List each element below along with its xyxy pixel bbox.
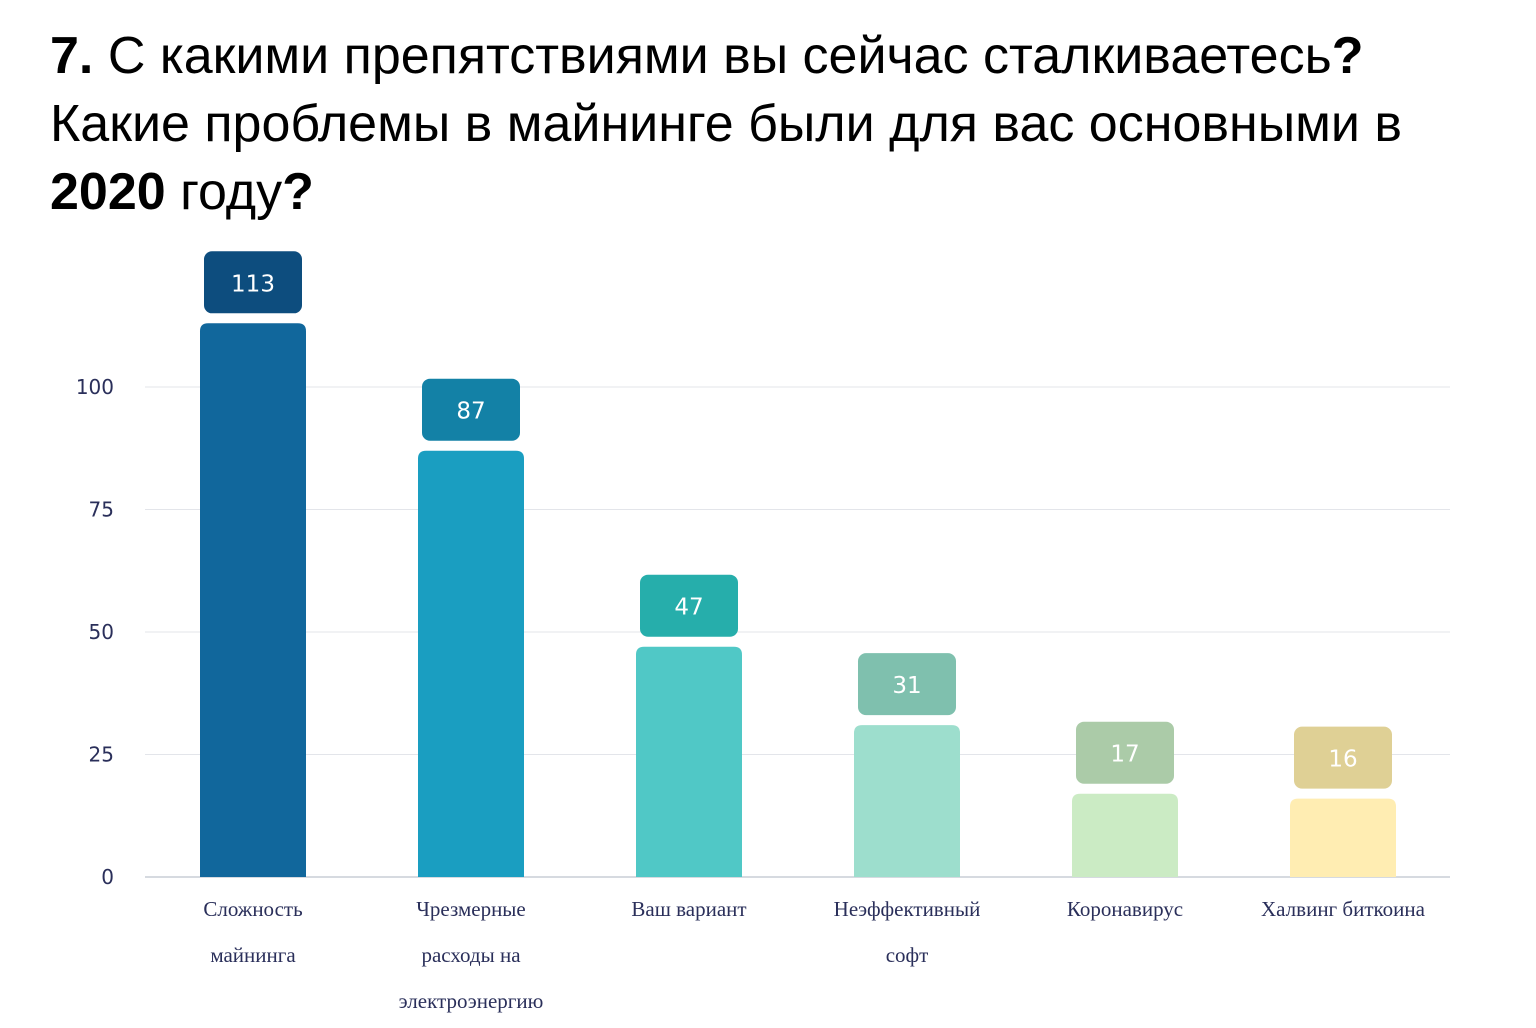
value-label: 31 (892, 673, 921, 699)
bar (1072, 793, 1178, 877)
y-axis: 0 25 50 75 100 (76, 375, 114, 889)
value-label: 47 (674, 595, 703, 621)
bar (418, 450, 524, 877)
value-label-box (1076, 721, 1174, 784)
bar (636, 646, 742, 877)
category-label: Чрезмерные расходы на электроэнергию (399, 897, 544, 1013)
chart-title: 7. С какими препятствиями вы сейчас стал… (50, 22, 1490, 226)
y-tick-label: 50 (89, 620, 114, 644)
category-label-line: электроэнергию (399, 989, 544, 1013)
category-label-line: расходы на (421, 943, 521, 967)
y-tick-label: 0 (101, 865, 114, 889)
title-part-1: С какими препятствиями вы сейчас сталкив… (93, 27, 1332, 85)
value-label: 113 (231, 271, 275, 297)
title-part-2: Какие проблемы в майнинге были для вас о… (50, 95, 1402, 153)
x-axis: Сложность майнинга Чрезмерные расходы на эле… (203, 897, 1425, 1013)
bar (854, 725, 960, 877)
value-label-box (422, 378, 520, 441)
category-label-line: Неэффективный (834, 897, 981, 921)
bar (200, 323, 306, 877)
value-label-box (858, 653, 956, 716)
category-label: Ваш вариант (631, 897, 746, 921)
bars (200, 323, 1396, 877)
title-question-mark-2: ? (282, 163, 314, 221)
category-label: Коронавирус (1067, 897, 1183, 921)
y-tick-label: 100 (76, 375, 114, 399)
value-labels: 113 87 47 31 17 16 (204, 251, 1392, 789)
y-tick-label: 25 (89, 743, 114, 767)
grid-lines (145, 386, 1450, 878)
category-label-line: майнинга (210, 943, 296, 967)
category-label: Халвинг биткоина (1261, 897, 1426, 921)
y-tick-label: 75 (89, 498, 114, 522)
value-label: 87 (456, 399, 485, 425)
category-label-line: софт (886, 943, 929, 967)
category-label-line: Халвинг биткоина (1261, 897, 1426, 921)
category-label-line: Ваш вариант (631, 897, 746, 921)
value-label-box (640, 574, 738, 637)
category-label-line: Коронавирус (1067, 897, 1183, 921)
category-label: Неэффективный софт (834, 897, 981, 967)
title-year: 2020 (50, 163, 166, 221)
value-label-box (1294, 726, 1392, 789)
category-label-line: Чрезмерные (416, 897, 526, 921)
value-label-box (204, 251, 302, 314)
question-number: 7. (50, 27, 94, 85)
category-label-line: Сложность (203, 897, 302, 921)
title-part-3: году (165, 163, 283, 221)
value-label: 17 (1110, 742, 1139, 768)
bar (1290, 798, 1396, 877)
value-label: 16 (1328, 747, 1357, 773)
title-question-mark-1: ? (1331, 27, 1364, 85)
category-label: Сложность майнинга (203, 897, 302, 967)
